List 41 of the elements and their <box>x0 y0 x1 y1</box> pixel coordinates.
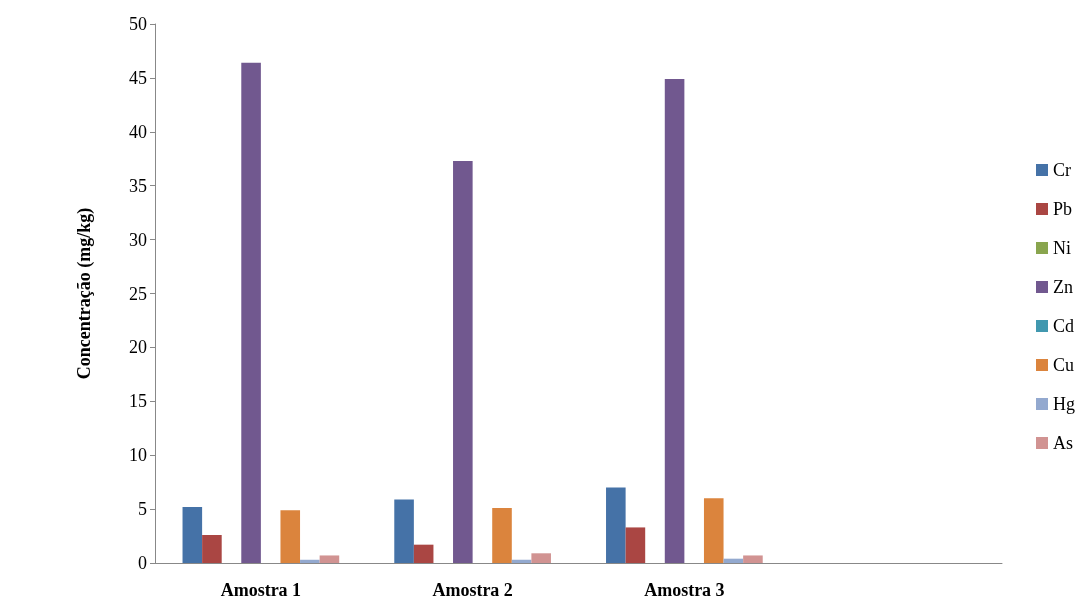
legend-label: Zn <box>1053 277 1073 297</box>
bar <box>511 559 532 563</box>
x-tick-label: Amostra 2 <box>432 580 513 600</box>
legend-label: Pb <box>1053 199 1073 219</box>
legend-label: Cu <box>1053 355 1075 375</box>
legend-label: Cd <box>1053 316 1075 336</box>
y-tick-label: 30 <box>129 229 147 250</box>
bar <box>723 558 744 563</box>
y-tick-label: 0 <box>138 553 147 573</box>
bar <box>625 527 646 563</box>
y-tick-label: 45 <box>129 67 147 88</box>
bar <box>202 534 222 563</box>
x-tick-label: Amostra 3 <box>644 580 725 600</box>
y-tick-label: 15 <box>129 391 147 412</box>
bar <box>413 544 434 563</box>
y-tick-label: 10 <box>129 445 147 466</box>
bar <box>182 506 203 563</box>
y-tick-label: 35 <box>129 175 147 196</box>
bar <box>531 553 551 563</box>
x-tick-label: Amostra 1 <box>220 580 302 600</box>
bar <box>241 62 261 563</box>
bar <box>394 499 414 563</box>
y-tick-label: 5 <box>138 499 147 520</box>
bar <box>664 78 685 563</box>
bar <box>280 510 301 563</box>
bar <box>743 555 763 563</box>
y-tick-label: 25 <box>129 283 147 304</box>
bar <box>300 559 320 563</box>
bar <box>492 508 512 563</box>
bar <box>703 498 724 563</box>
legend-label: Ni <box>1053 238 1071 258</box>
bar <box>319 555 340 563</box>
y-tick-label: 40 <box>129 121 147 142</box>
bar <box>453 160 473 563</box>
y-tick-label: 50 <box>129 14 147 34</box>
y-axis-title: Concentração (mg/kg) <box>74 207 95 380</box>
bar <box>606 487 626 563</box>
legend-label: As <box>1053 433 1074 453</box>
legend-label: Cr <box>1053 160 1072 180</box>
y-tick-label: 20 <box>129 337 147 358</box>
legend-label: Hg <box>1053 394 1075 414</box>
